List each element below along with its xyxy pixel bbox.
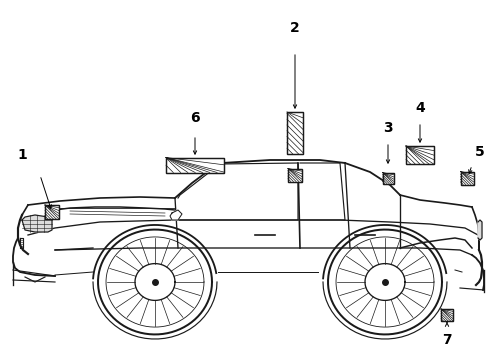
Bar xyxy=(461,171,473,184)
Bar xyxy=(406,146,434,164)
Bar xyxy=(383,172,393,184)
Text: 5: 5 xyxy=(475,145,485,159)
Text: 4: 4 xyxy=(415,101,425,115)
Text: 3: 3 xyxy=(383,121,393,135)
Bar xyxy=(45,205,59,219)
Bar xyxy=(287,112,303,154)
Bar xyxy=(383,172,393,184)
Polygon shape xyxy=(22,215,52,232)
Bar xyxy=(288,168,302,181)
Polygon shape xyxy=(478,220,482,240)
Bar xyxy=(288,168,302,181)
Bar xyxy=(45,205,59,219)
Bar xyxy=(166,158,224,172)
Text: 1: 1 xyxy=(17,148,27,162)
Text: 6: 6 xyxy=(190,111,200,125)
Text: 2: 2 xyxy=(290,21,300,35)
Bar xyxy=(166,158,224,172)
Bar xyxy=(441,309,453,321)
Text: 7: 7 xyxy=(442,333,452,347)
Bar xyxy=(441,309,453,321)
Polygon shape xyxy=(170,210,182,220)
Bar xyxy=(461,171,473,184)
Bar xyxy=(287,112,303,154)
Bar xyxy=(406,146,434,164)
